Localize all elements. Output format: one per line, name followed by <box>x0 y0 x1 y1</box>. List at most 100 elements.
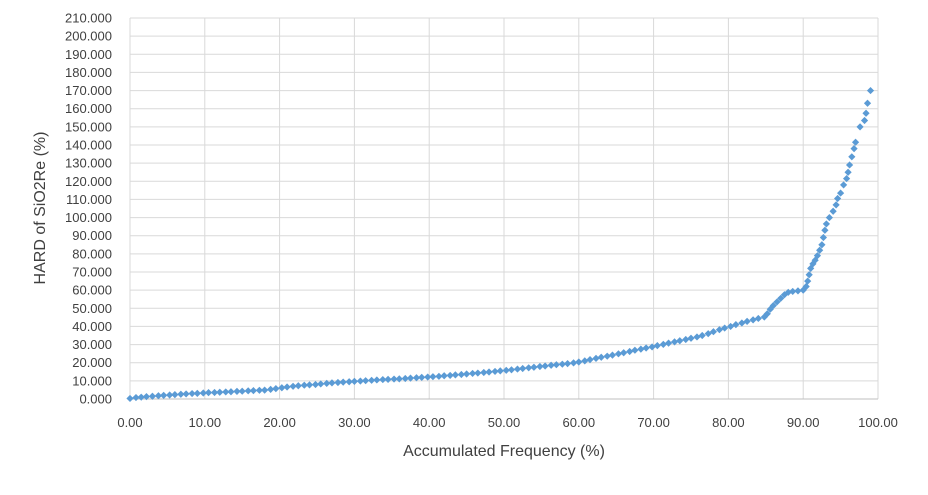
data-point <box>255 386 264 394</box>
x-tick-label: 30.00 <box>338 415 371 430</box>
x-tick-label: 70.00 <box>637 415 670 430</box>
data-point <box>825 213 833 222</box>
data-point <box>804 277 812 285</box>
data-point <box>547 361 555 369</box>
y-tick-label: 140.000 <box>65 138 112 153</box>
data-point <box>491 367 499 376</box>
data-point <box>631 346 639 354</box>
data-point <box>278 384 286 392</box>
y-tick-label: 190.000 <box>65 47 112 62</box>
data-point <box>401 374 409 383</box>
data-point <box>390 375 398 383</box>
data-point <box>687 334 695 342</box>
data-point <box>233 387 241 395</box>
data-point <box>709 328 718 336</box>
x-tick-label: 10.00 <box>189 415 222 430</box>
data-point <box>829 207 837 215</box>
data-point <box>154 392 163 400</box>
data-point <box>440 372 448 380</box>
data-point <box>541 362 549 370</box>
y-tick-label: 170.000 <box>65 83 112 98</box>
data-point <box>552 361 560 369</box>
y-tick-label: 60.000 <box>72 283 112 298</box>
y-tick-label: 120.000 <box>65 174 112 189</box>
y-tick-label: 40.000 <box>72 319 112 334</box>
data-point <box>818 241 826 249</box>
data-point <box>819 233 827 242</box>
data-point <box>362 377 370 385</box>
data-point <box>485 368 493 376</box>
data-point <box>802 282 810 291</box>
data-point <box>177 390 185 398</box>
data-point <box>406 374 415 382</box>
y-tick-label: 20.000 <box>72 355 112 370</box>
y-tick-label: 80.000 <box>72 246 112 261</box>
data-point <box>345 378 353 386</box>
data-point <box>670 338 679 346</box>
data-point <box>860 116 869 125</box>
data-point <box>446 371 454 380</box>
data-point <box>216 388 224 396</box>
y-tick-label: 210.000 <box>65 11 112 26</box>
data-point <box>429 373 437 381</box>
data-point <box>766 305 774 313</box>
data-point <box>698 331 706 340</box>
data-point <box>693 333 701 341</box>
data-point <box>142 393 151 401</box>
y-tick-label: 180.000 <box>65 65 112 80</box>
y-tick-label: 90.000 <box>72 228 112 243</box>
data-point <box>760 313 768 321</box>
data-point <box>659 340 667 348</box>
y-tick-label: 50.000 <box>72 301 112 316</box>
data-point <box>272 385 280 393</box>
data-point <box>822 220 830 228</box>
data-point <box>311 380 320 389</box>
data-point <box>721 324 729 332</box>
data-point <box>784 288 792 296</box>
data-point <box>525 364 533 372</box>
data-point <box>435 372 443 380</box>
data-point <box>137 393 145 401</box>
data-point <box>773 298 781 306</box>
data-point <box>294 382 302 390</box>
data-point <box>866 86 875 95</box>
data-point <box>575 358 583 366</box>
data-point <box>418 373 426 382</box>
data-point <box>592 354 600 362</box>
data-point <box>789 287 797 296</box>
data-point <box>323 379 331 387</box>
y-tick-label: 110.000 <box>66 192 112 207</box>
data-point <box>821 226 829 234</box>
data-point <box>519 364 527 373</box>
x-tick-label: 90.00 <box>787 415 820 430</box>
data-point <box>496 367 504 375</box>
data-point <box>664 339 673 347</box>
data-point <box>339 378 347 386</box>
data-point <box>261 386 269 394</box>
data-point <box>682 335 690 344</box>
data-point <box>480 368 488 377</box>
data-point <box>148 392 157 400</box>
data-point <box>507 366 516 374</box>
data-point <box>738 319 746 327</box>
data-point <box>805 271 813 279</box>
data-point <box>856 123 864 131</box>
data-point <box>626 347 634 356</box>
data-point <box>513 365 522 373</box>
data-point <box>732 321 740 329</box>
data-point <box>809 260 817 268</box>
data-point <box>451 371 459 379</box>
data-point <box>210 388 219 397</box>
data-point <box>334 378 342 387</box>
data-point <box>749 316 757 324</box>
data-point <box>317 380 325 388</box>
data-point <box>379 375 387 384</box>
data-point <box>373 376 381 384</box>
gridlines <box>129 17 879 400</box>
data-point <box>620 349 628 357</box>
data-point <box>132 393 140 402</box>
y-tick-label: 30.000 <box>72 337 112 352</box>
data-point <box>813 252 822 260</box>
